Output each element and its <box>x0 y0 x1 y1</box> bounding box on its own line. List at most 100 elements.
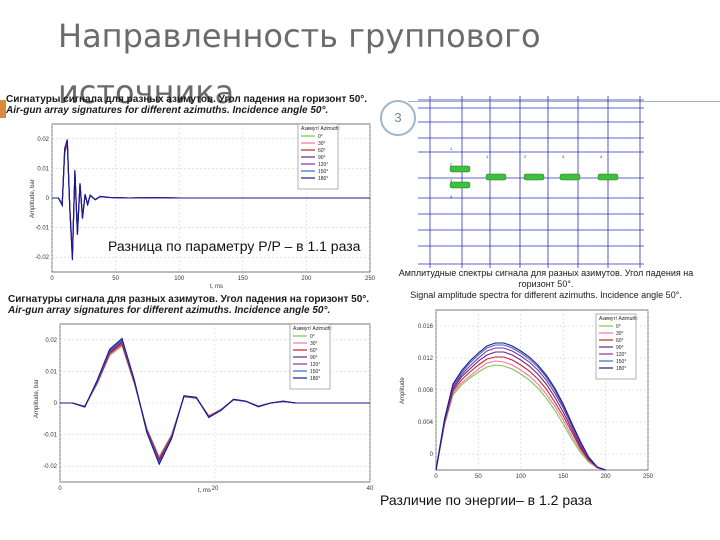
legend-label: 90° <box>616 345 624 351</box>
chart1-title: Сигнатуры сигнала для разных азимутов. У… <box>6 94 368 105</box>
legend-label: 60° <box>310 348 318 354</box>
legend-label: 120° <box>318 162 328 168</box>
legend-label: 90° <box>318 155 326 161</box>
y-tick-label: 0.02 <box>37 137 49 143</box>
chart3-caption: Амплитудные спектры сигнала для разных а… <box>396 268 696 301</box>
chart3-ylabel: Amplitude <box>400 377 406 404</box>
diagram-row-label: 4 <box>450 194 453 199</box>
y-tick-label: 0 <box>54 401 58 407</box>
chart1-subtitle: Air-gun array signatures for different a… <box>6 105 329 116</box>
legend-label: 0° <box>310 334 315 340</box>
diagram-col-label: 3 <box>562 154 565 159</box>
x-tick-label: 40 <box>367 486 374 492</box>
x-tick-label: 50 <box>475 474 482 480</box>
y-tick-label: 0.004 <box>418 420 434 426</box>
legend-label: 30° <box>310 341 318 347</box>
series-line-2 <box>435 356 606 471</box>
x-tick-label: 100 <box>516 474 527 480</box>
legend-label: 120° <box>616 352 626 358</box>
chart1-ylabel: Amplitude, bar <box>30 179 36 218</box>
note-energy: Различие по энергии– в 1.2 раза <box>380 492 592 508</box>
legend-label: 30° <box>616 331 624 337</box>
airgun-marker <box>485 173 507 181</box>
chart3-subtitle: Signal amplitude spectra for different a… <box>410 290 682 300</box>
series-line-0 <box>435 364 606 471</box>
y-tick-label: -0.02 <box>43 464 57 470</box>
x-tick-label: 150 <box>558 474 569 480</box>
diagram-col-label: 2 <box>524 154 527 159</box>
series-line-6 <box>60 337 370 466</box>
x-tick-label: 50 <box>112 276 119 282</box>
y-tick-label: 0.016 <box>418 324 434 330</box>
legend-label: 0° <box>318 134 323 140</box>
chart2-caption: Сигнатуры сигнала для разных азимутов. У… <box>8 294 383 316</box>
legend-label: 150° <box>310 369 320 375</box>
chart2-subtitle: Air-gun array signatures for different a… <box>8 305 331 316</box>
legend-label: 0° <box>616 324 621 330</box>
y-tick-label: 0.008 <box>418 388 434 394</box>
y-tick-label: -0.02 <box>35 255 49 261</box>
chart1-caption: Сигнатуры сигнала для разных азимутов. У… <box>6 94 376 116</box>
x-tick-label: 0 <box>50 276 54 282</box>
legend-label: 150° <box>616 359 626 365</box>
y-tick-label: 0 <box>430 452 434 458</box>
diagram-col-label: 4 <box>600 154 603 159</box>
legend-title: Азимут/ Azimuth: <box>293 326 332 332</box>
y-tick-label: 0.012 <box>418 356 434 362</box>
diagram-row-label: 2 <box>450 162 453 167</box>
airgun-marker <box>449 165 471 173</box>
x-tick-label: 250 <box>365 276 375 282</box>
accent-bar <box>0 100 6 118</box>
chart3-title: Амплитудные спектры сигнала для разных а… <box>398 268 694 289</box>
series-line-6 <box>435 342 606 471</box>
airgun-marker <box>559 173 581 181</box>
y-tick-label: 0.01 <box>37 166 49 172</box>
x-tick-label: 150 <box>238 276 249 282</box>
chart1-xlabel: t, ms <box>210 284 223 290</box>
legend-label: 60° <box>616 338 624 344</box>
series-line-1 <box>435 360 606 471</box>
diagram-row-label: 1 <box>450 146 453 151</box>
page-line <box>408 101 720 102</box>
chart2: 0 20 400.020.010-0.01-0.02 Amplitude, bar … <box>34 323 374 494</box>
y-tick-label: -0.01 <box>43 433 57 439</box>
legend-label: 180° <box>318 176 328 182</box>
y-tick-label: 0.01 <box>45 369 57 375</box>
note-pp: Разница по параметру P/P – в 1.1 раза <box>108 238 361 254</box>
series-line-3 <box>435 351 606 471</box>
airgun-marker <box>523 173 545 181</box>
x-tick-label: 0 <box>434 474 438 480</box>
airgun-marker <box>597 173 619 181</box>
x-tick-label: 20 <box>212 486 219 492</box>
chart2-xlabel: t, ms <box>198 488 211 494</box>
y-tick-label: -0.01 <box>35 226 49 232</box>
legend-title: Азимут/ Azimuth: <box>599 316 638 322</box>
x-tick-label: 0 <box>58 486 62 492</box>
chart1: 0 50 100 150 200 250 0.02 0.01 0 -0.01 -0.02 Ampli… <box>30 123 375 290</box>
array-diagram: 1 2 3 4 1 2 3 4 <box>418 96 644 268</box>
legend-label: 120° <box>310 362 320 368</box>
x-tick-label: 100 <box>174 276 185 282</box>
slide-title: Направленность группового источника <box>58 17 541 111</box>
legend-label: 180° <box>616 366 626 372</box>
legend-label: 30° <box>318 141 326 147</box>
x-tick-label: 200 <box>301 276 312 282</box>
legend-label: 60° <box>318 148 326 154</box>
legend-label: 180° <box>310 376 320 382</box>
diagram-col-label: 1 <box>486 154 489 159</box>
legend-label: 90° <box>310 355 318 361</box>
chart3: 0 50 100 150 200 250 0.016 0.012 0.008 0.004 0 Amp… <box>400 309 654 480</box>
legend-title: Азимут/ Azimuth: <box>301 126 340 132</box>
series-line-4 <box>435 347 606 471</box>
legend-label: 150° <box>318 169 328 175</box>
y-tick-label: 0.02 <box>45 338 57 344</box>
chart2-title: Сигнатуры сигнала для разных азимутов. У… <box>8 294 370 305</box>
x-tick-label: 250 <box>643 474 654 480</box>
page-number: 3 <box>380 100 416 136</box>
chart2-ylabel: Amplitude, bar <box>34 379 40 418</box>
series-line-6 <box>52 139 370 261</box>
airgun-marker <box>449 181 471 189</box>
x-tick-label: 200 <box>601 474 612 480</box>
y-tick-label: 0 <box>46 196 50 202</box>
diagram-row-label: 3 <box>450 178 453 183</box>
